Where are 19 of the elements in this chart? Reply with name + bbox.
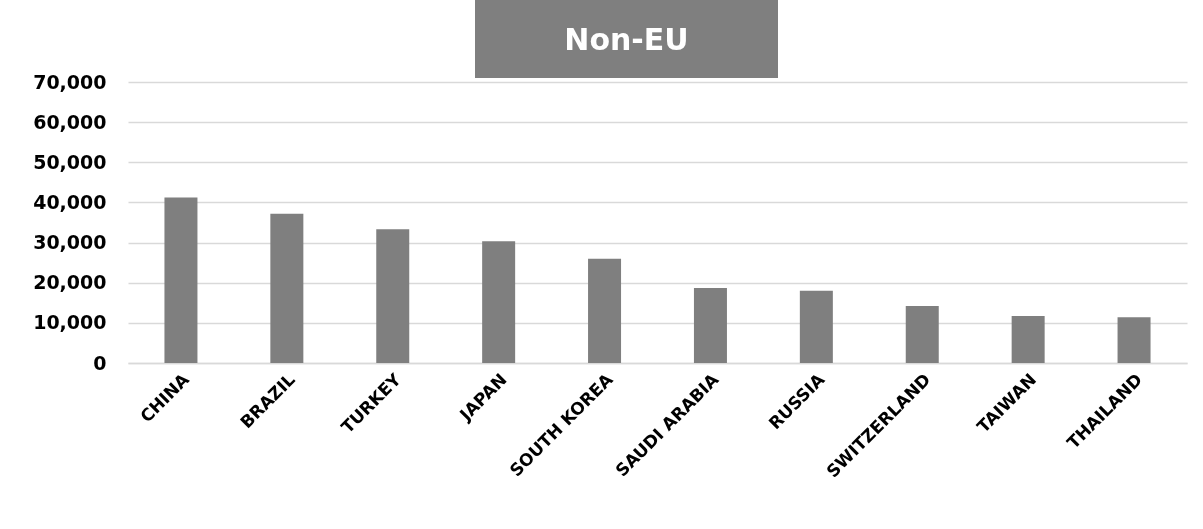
y-tick-label: 10,000 xyxy=(33,311,107,334)
bar xyxy=(376,229,410,363)
bar xyxy=(1011,316,1045,363)
y-tick-label: 60,000 xyxy=(33,110,107,133)
bar xyxy=(270,213,304,363)
bar xyxy=(693,287,727,363)
bar xyxy=(1117,317,1151,363)
bar xyxy=(905,306,939,363)
bar xyxy=(799,290,833,363)
chart-title: Non-EU xyxy=(475,0,778,78)
y-tick-label: 0 xyxy=(93,351,107,374)
y-tick-label: 20,000 xyxy=(33,271,107,294)
bar xyxy=(482,241,516,363)
y-tick-label: 70,000 xyxy=(33,70,107,93)
bar xyxy=(164,197,198,363)
bar xyxy=(588,258,622,363)
y-tick-label: 40,000 xyxy=(33,190,107,213)
y-tick-label: 30,000 xyxy=(33,231,107,254)
y-tick-label: 50,000 xyxy=(33,150,107,173)
